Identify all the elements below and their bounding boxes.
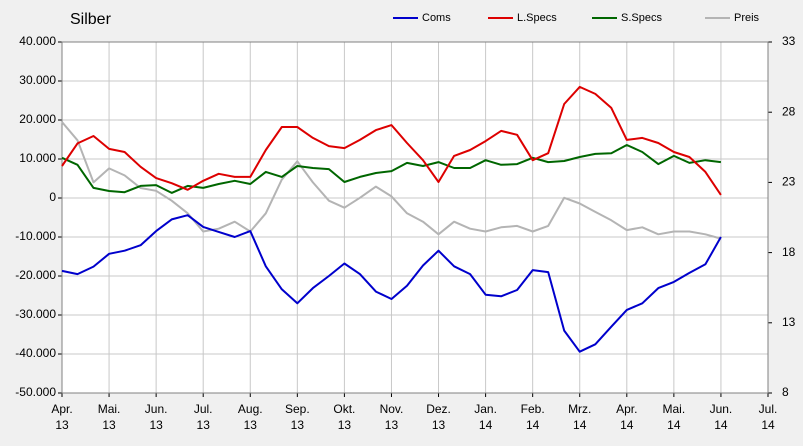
y2-tick-label: 28 xyxy=(782,104,796,118)
y-tick-label: 30.000 xyxy=(19,73,56,87)
x-tick-sublabel: 14 xyxy=(573,418,587,432)
y2-tick-label: 23 xyxy=(782,175,796,189)
x-tick-sublabel: 13 xyxy=(102,418,116,432)
y-tick-label: -30.000 xyxy=(15,307,56,321)
x-tick-label: Jan. xyxy=(474,402,497,416)
series-line xyxy=(61,121,722,240)
y-tick-label: 20.000 xyxy=(19,112,56,126)
legend-label: Coms xyxy=(422,12,451,24)
y-tick-label: -40.000 xyxy=(15,346,56,360)
x-tick-label: Mai. xyxy=(663,402,686,416)
y-tick-label: 10.000 xyxy=(19,151,56,165)
x-tick-sublabel: 13 xyxy=(291,418,305,432)
x-tick-label: Okt. xyxy=(333,402,355,416)
series-line xyxy=(61,144,722,194)
legend-label: Preis xyxy=(734,12,760,24)
x-tick-sublabel: 13 xyxy=(244,418,258,432)
x-tick-sublabel: 14 xyxy=(761,418,775,432)
y-tick-label: -10.000 xyxy=(15,229,56,243)
x-tick-sublabel: 13 xyxy=(197,418,211,432)
x-tick-sublabel: 13 xyxy=(149,418,163,432)
chart-title: Silber xyxy=(70,11,112,28)
y2-tick-label: 13 xyxy=(782,315,796,329)
x-tick-label: Jun. xyxy=(710,402,733,416)
x-tick-sublabel: 13 xyxy=(385,418,399,432)
plot-border xyxy=(61,41,769,394)
x-tick-sublabel: 13 xyxy=(432,418,446,432)
x-tick-sublabel: 14 xyxy=(714,418,728,432)
x-tick-label: Jul. xyxy=(759,402,778,416)
x-tick-sublabel: 13 xyxy=(55,418,69,432)
x-tick-label: Aug. xyxy=(238,402,263,416)
x-tick-label: Jun. xyxy=(145,402,168,416)
x-tick-label: Mai. xyxy=(98,402,121,416)
y2-tick-label: 8 xyxy=(782,385,789,399)
y2-tick-label: 33 xyxy=(782,34,796,48)
y-tick-label: -50.000 xyxy=(15,385,56,399)
y-tick-label: -20.000 xyxy=(15,268,56,282)
x-tick-label: Feb. xyxy=(521,402,545,416)
x-tick-label: Nov. xyxy=(380,402,404,416)
y-tick-label: 40.000 xyxy=(19,34,56,48)
x-tick-label: Apr. xyxy=(51,402,72,416)
series-line xyxy=(61,85,722,196)
x-tick-sublabel: 14 xyxy=(667,418,681,432)
legend-label: S.Specs xyxy=(621,12,662,24)
x-tick-sublabel: 13 xyxy=(338,418,352,432)
x-tick-label: Mrz. xyxy=(568,402,591,416)
x-tick-sublabel: 14 xyxy=(479,418,493,432)
series-line xyxy=(61,214,722,353)
y2-tick-label: 18 xyxy=(782,245,796,259)
x-tick-label: Dez. xyxy=(426,402,451,416)
x-tick-label: Apr. xyxy=(616,402,637,416)
x-tick-sublabel: 14 xyxy=(526,418,540,432)
x-tick-label: Jul. xyxy=(194,402,213,416)
y-tick-label: 0 xyxy=(49,190,56,204)
legend-label: L.Specs xyxy=(517,12,557,24)
x-tick-label: Sep. xyxy=(285,402,310,416)
x-tick-sublabel: 14 xyxy=(620,418,634,432)
